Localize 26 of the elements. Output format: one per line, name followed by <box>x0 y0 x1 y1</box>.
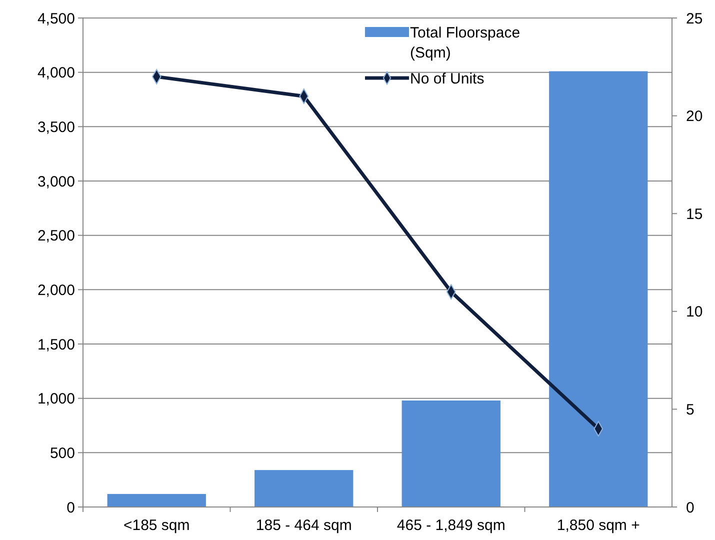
bar <box>402 400 500 507</box>
legend-label: No of Units <box>410 70 484 88</box>
y-tick-label: 500 <box>50 444 75 462</box>
y2-tick-label: 20 <box>686 108 703 126</box>
y-tick-label: 4,000 <box>37 64 75 82</box>
x-tick-label: 465 - 1,849 sqm <box>396 517 506 534</box>
y-tick-label: 1,500 <box>37 336 75 354</box>
y2-tick-label: 15 <box>686 206 703 223</box>
y2-tick-label: 0 <box>686 499 694 516</box>
y-tick-label: 2,500 <box>37 228 75 245</box>
bar <box>254 470 354 507</box>
bar <box>549 71 648 507</box>
bar <box>107 494 206 507</box>
y2-tick-label: 10 <box>686 304 703 321</box>
y2-tick-label: 25 <box>686 10 703 28</box>
x-tick-label: 1,850 sqm + <box>556 517 640 534</box>
x-tick-label: <185 sqm <box>123 517 190 534</box>
y-tick-label: 3,500 <box>37 118 75 136</box>
y-tick-label: 0 <box>66 499 75 516</box>
y2-tick-label: 5 <box>686 401 694 418</box>
y-tick-label: 4,500 <box>37 10 75 28</box>
x-tick-label: 185 - 464 sqm <box>256 517 352 534</box>
legend-label: Total Floorspace (Sqm) <box>410 24 520 62</box>
y-tick-label: 1,000 <box>37 390 75 408</box>
y-tick-label: 3,000 <box>37 173 75 190</box>
y-tick-label: 2,000 <box>37 282 75 299</box>
